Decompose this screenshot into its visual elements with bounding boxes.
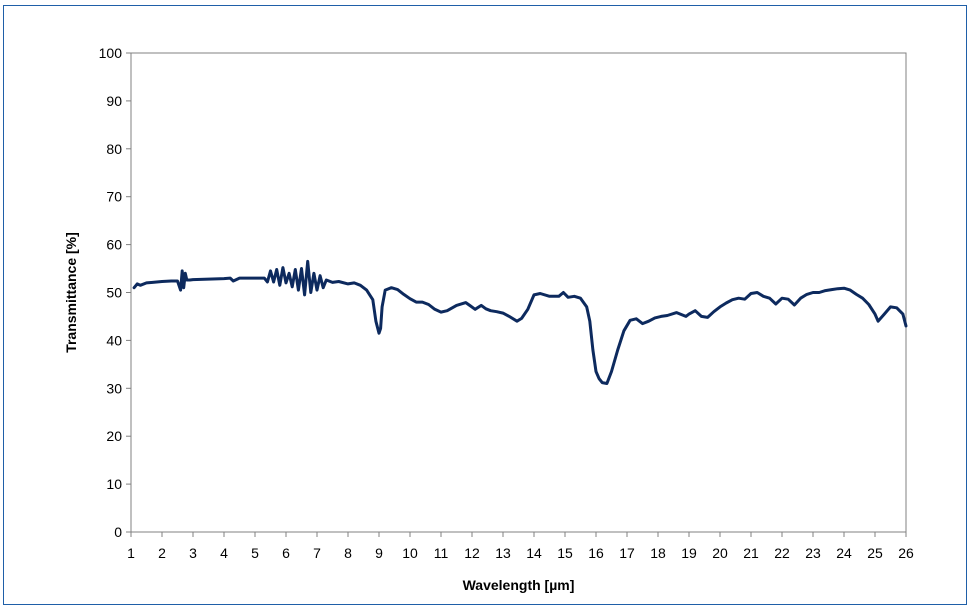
chart-frame xyxy=(3,5,967,605)
plot-area xyxy=(130,52,907,533)
x-tick-label: 6 xyxy=(282,545,290,561)
x-tick-label: 3 xyxy=(189,545,197,561)
x-tick-label: 15 xyxy=(557,545,573,561)
x-axis-title: Wavelength [µm] xyxy=(463,577,575,593)
y-tick-label: 80 xyxy=(106,141,122,157)
x-tick-label: 20 xyxy=(712,545,728,561)
y-tick-label: 60 xyxy=(106,237,122,253)
x-tick-label: 7 xyxy=(313,545,321,561)
y-tick-label: 50 xyxy=(106,285,122,301)
y-tick-label: 30 xyxy=(106,380,122,396)
y-tick-label: 100 xyxy=(99,45,123,61)
x-tick-label: 1 xyxy=(127,545,135,561)
y-tick-label: 0 xyxy=(114,524,122,540)
x-tick-label: 17 xyxy=(619,545,635,561)
x-tick-label: 22 xyxy=(774,545,790,561)
x-tick-label: 13 xyxy=(495,545,511,561)
y-tick-label: 90 xyxy=(106,93,122,109)
y-tick-label: 10 xyxy=(106,476,122,492)
x-tick-label: 25 xyxy=(867,545,883,561)
y-tick-label: 20 xyxy=(106,428,122,444)
x-tick-label: 23 xyxy=(805,545,821,561)
x-tick-label: 16 xyxy=(588,545,604,561)
x-tick-label: 18 xyxy=(650,545,666,561)
series-line-transmittance xyxy=(132,259,908,385)
x-tick-label: 26 xyxy=(898,545,914,561)
x-tick-label: 9 xyxy=(375,545,383,561)
y-tick-label: 70 xyxy=(106,189,122,205)
x-tick-label: 11 xyxy=(434,545,449,561)
y-tick-label: 40 xyxy=(106,332,122,348)
y-axis-ticks: 0 10 20 30 40 50 60 70 80 90 100 xyxy=(99,45,131,540)
x-tick-label: 10 xyxy=(402,545,418,561)
x-tick-label: 8 xyxy=(344,545,352,561)
x-axis-ticks: 1 2 3 4 5 6 7 8 9 10 11 12 13 14 15 16 17 18 19 20 21 22 23 24 2… xyxy=(127,532,914,561)
x-tick-label: 19 xyxy=(681,545,697,561)
x-tick-label: 2 xyxy=(158,545,166,561)
y-axis-title: Transmittance [%] xyxy=(63,232,79,353)
x-tick-label: 14 xyxy=(526,545,542,561)
x-tick-label: 4 xyxy=(220,545,228,561)
x-tick-label: 21 xyxy=(743,545,759,561)
x-tick-label: 24 xyxy=(836,545,852,561)
x-tick-label: 12 xyxy=(464,545,480,561)
x-tick-label: 5 xyxy=(251,545,259,561)
